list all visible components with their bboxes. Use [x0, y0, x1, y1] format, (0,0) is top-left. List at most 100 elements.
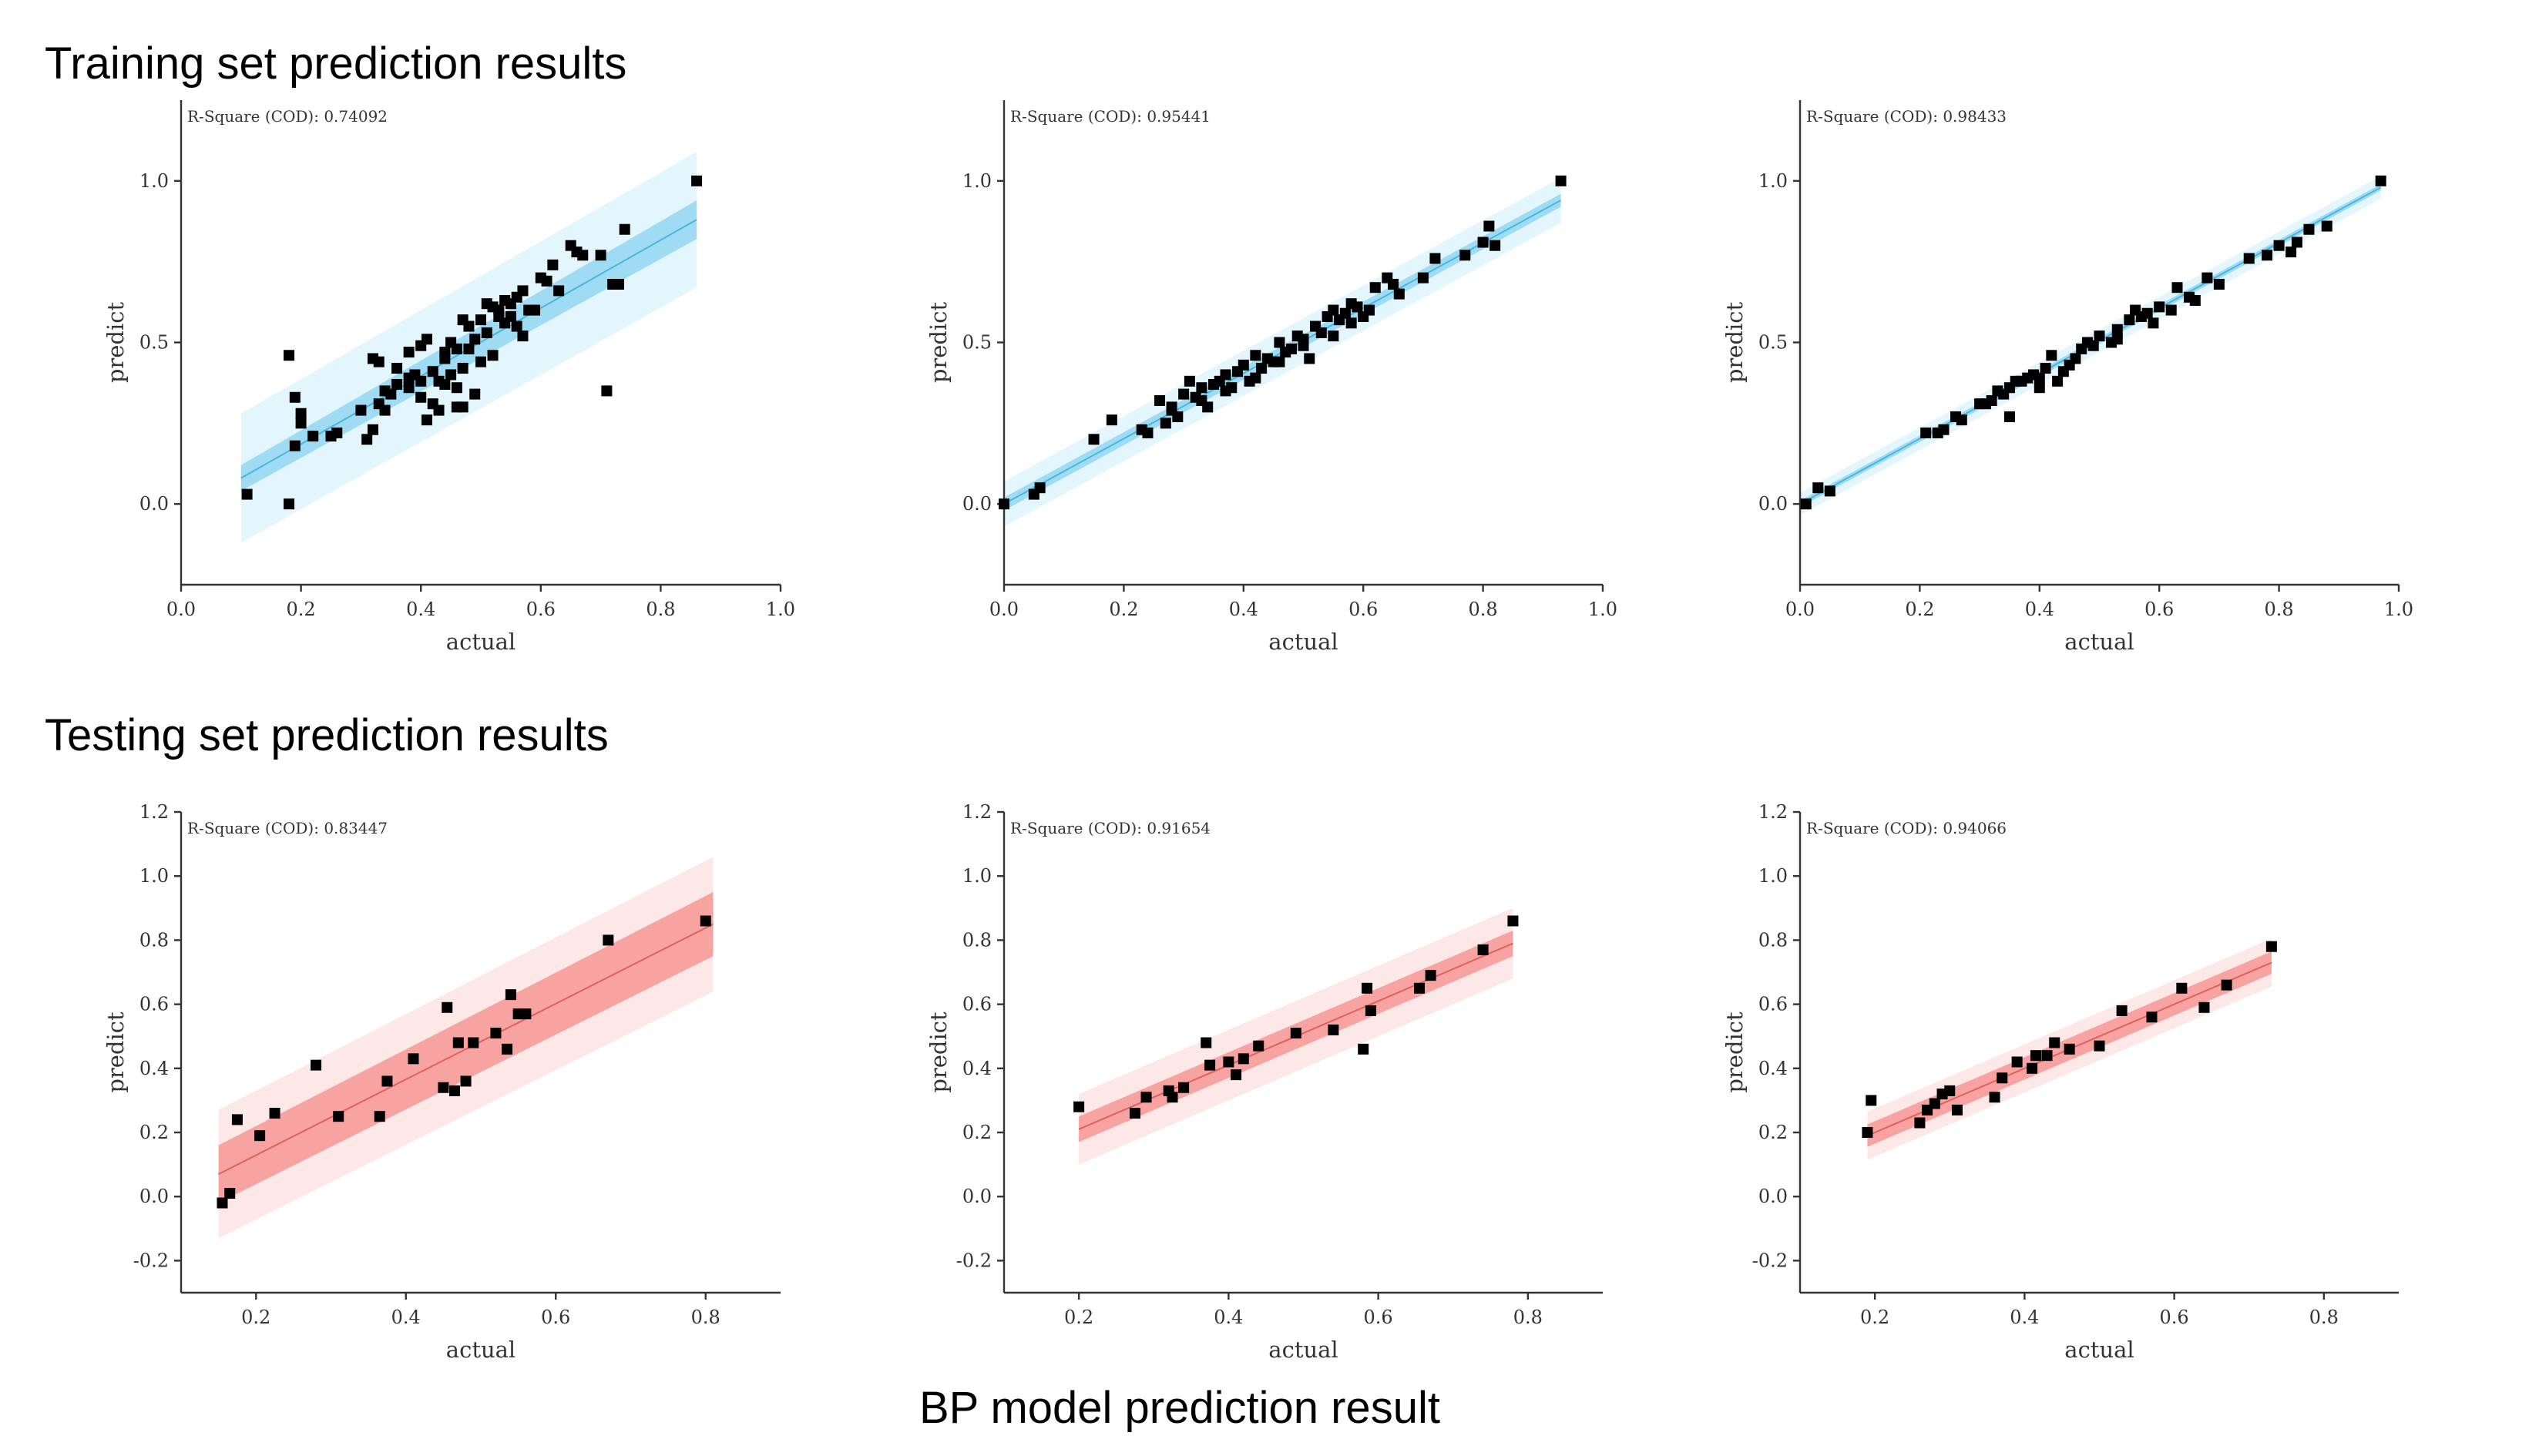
x-tick-label: 0.4 — [406, 599, 435, 620]
data-point — [2221, 979, 2232, 991]
x-tick-label: 0.6 — [1348, 599, 1378, 620]
data-point — [1938, 424, 1950, 435]
plot-3: 0.0 0.2 0.4 0.6 0.8 1.0 0.0 0.5 1.0 actual predict… — [1721, 100, 2413, 655]
data-point — [1285, 343, 1297, 354]
data-point — [2003, 411, 2015, 422]
data-point — [1363, 304, 1375, 316]
y-tick-label: 1.2 — [962, 801, 992, 823]
data-point — [2303, 223, 2315, 235]
data-point — [1800, 498, 1812, 510]
x-tick-label: 0.0 — [989, 599, 1019, 620]
data-point — [463, 343, 475, 354]
data-point — [2273, 240, 2285, 251]
data-point — [1256, 363, 1268, 374]
data-point — [1555, 175, 1567, 186]
data-point — [1220, 385, 1231, 397]
y-tick-label: -0.2 — [956, 1250, 992, 1271]
data-point — [1304, 353, 1315, 364]
x-tick-label: 0.2 — [1905, 599, 1934, 620]
data-point — [451, 382, 462, 394]
data-point — [439, 347, 451, 358]
data-point — [2034, 382, 2045, 394]
x-tick-label: 0.6 — [2144, 599, 2174, 620]
data-point — [1352, 301, 1363, 313]
data-point — [421, 414, 432, 426]
x-tick-label: 0.8 — [691, 1307, 720, 1328]
r-square-annotation: R-Square (COD): 0.74092 — [187, 107, 388, 126]
data-point — [373, 356, 385, 367]
data-point — [355, 404, 367, 416]
data-point — [1274, 356, 1285, 367]
data-point — [613, 279, 624, 290]
plots: 0.0 0.2 0.4 0.6 0.8 1.0 0.0 0.5 1.0 actual predict… — [102, 100, 2413, 1363]
data-point — [438, 1082, 449, 1093]
data-point — [1393, 288, 1405, 300]
data-point — [999, 498, 1009, 510]
x-tick-label: 0.6 — [526, 599, 556, 620]
data-point — [2087, 340, 2099, 351]
data-point — [1425, 970, 1436, 981]
data-point — [1073, 1101, 1085, 1112]
data-point — [601, 385, 613, 397]
x-tick-label: 0.8 — [1513, 1307, 1543, 1328]
y-axis-title: predict — [102, 301, 129, 383]
data-point — [1088, 434, 1100, 445]
y-tick-label: 0.4 — [1758, 1058, 1788, 1079]
data-point — [469, 334, 481, 345]
data-point — [1328, 330, 1339, 342]
data-point — [603, 934, 614, 946]
y-tick-label: 0.0 — [1758, 1186, 1788, 1207]
data-point — [391, 363, 403, 374]
data-point — [2111, 334, 2123, 345]
data-point — [475, 314, 486, 326]
data-point — [295, 408, 307, 419]
data-point — [1429, 253, 1441, 264]
data-point — [1388, 279, 1399, 290]
data-point — [469, 388, 481, 400]
data-point — [2141, 307, 2153, 319]
data-point — [1167, 1092, 1178, 1103]
y-axis-title: predict — [925, 1011, 952, 1093]
data-point — [1231, 1069, 1242, 1081]
data-point — [2064, 1043, 2075, 1055]
data-point — [1166, 404, 1177, 416]
x-tick-label: 1.0 — [2384, 599, 2413, 620]
data-point — [217, 1197, 228, 1209]
data-point — [2265, 941, 2277, 952]
y-axis-title: predict — [925, 301, 952, 383]
data-point — [1238, 359, 1249, 371]
data-point — [1160, 418, 1171, 429]
y-tick-label: 0.2 — [1758, 1122, 1788, 1143]
data-point — [379, 385, 391, 397]
data-point — [284, 350, 295, 361]
data-point — [1204, 1059, 1216, 1071]
data-point — [1178, 1082, 1190, 1093]
data-point — [1417, 272, 1429, 283]
data-point — [1220, 369, 1231, 381]
data-point — [333, 1111, 344, 1122]
data-point — [1489, 240, 1501, 251]
data-point — [2041, 1050, 2053, 1062]
data-point — [439, 379, 451, 391]
data-point — [1178, 388, 1190, 400]
y-tick-label: -0.2 — [133, 1250, 169, 1271]
data-point — [1956, 414, 1967, 426]
data-point — [1477, 237, 1489, 248]
data-point — [1362, 982, 1373, 994]
data-point — [2094, 1040, 2105, 1052]
data-point — [490, 1028, 502, 1039]
data-point — [1142, 427, 1154, 438]
plot-5: 0.2 0.4 0.6 0.8 -0.2 0.0 0.2 0.4 0.6 0.8 1.0 1.2 act… — [925, 801, 1603, 1363]
y-tick-label: -0.2 — [1752, 1250, 1788, 1271]
plot-2: 0.0 0.2 0.4 0.6 0.8 1.0 0.0 0.5 1.0 actual predict… — [925, 100, 1617, 655]
y-axis-title: predict — [1721, 301, 1748, 383]
data-point — [457, 363, 469, 374]
data-point — [529, 304, 541, 316]
y-tick-label: 0.0 — [962, 1186, 992, 1207]
data-point — [442, 1001, 453, 1013]
data-point — [2094, 330, 2105, 342]
data-point — [311, 1059, 322, 1071]
data-point — [307, 431, 319, 442]
y-tick-label: 0.8 — [962, 929, 992, 951]
data-point — [2198, 1001, 2210, 1013]
